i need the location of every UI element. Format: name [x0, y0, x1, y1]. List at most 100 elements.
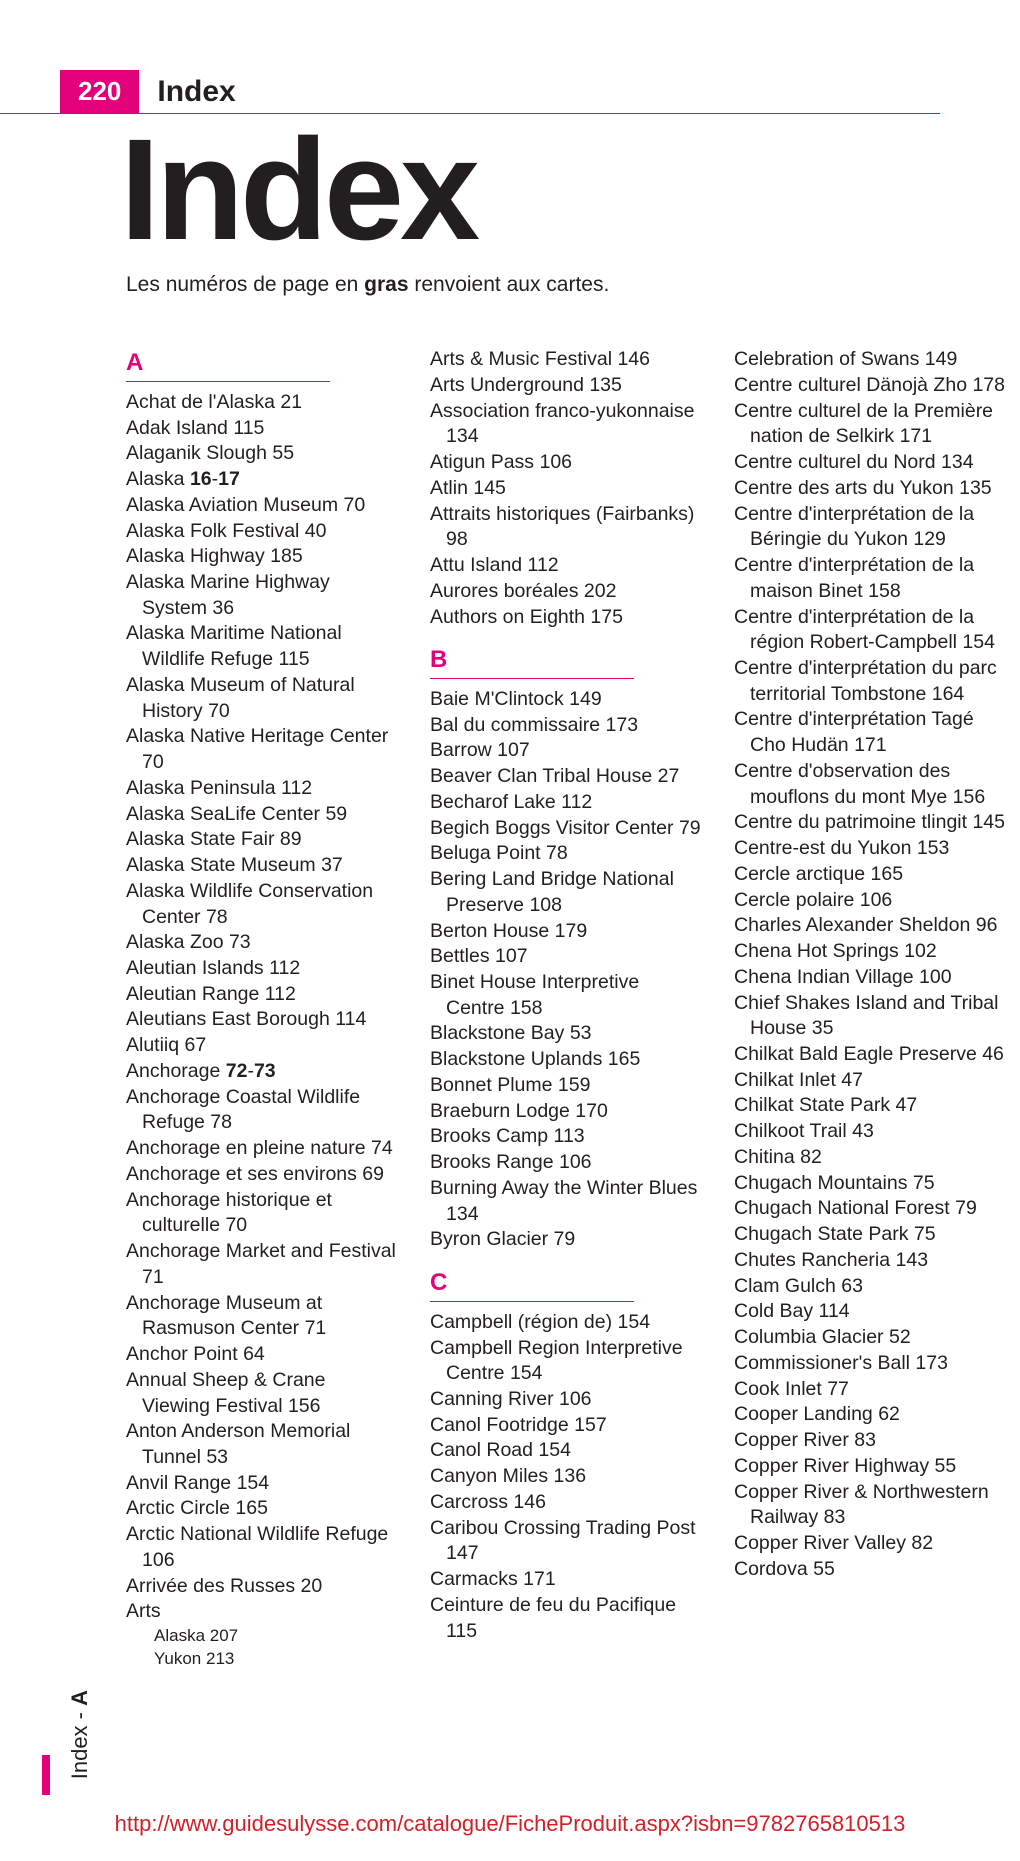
index-column-1: AAchat de l'Alaska 21Adak Island 115Alag… [126, 347, 398, 1670]
index-entry: Aleutians East Borough 114 [126, 1007, 398, 1033]
index-entry: Celebration of Swans 149 [734, 347, 1006, 373]
index-entry: Centre culturel de la Première nation de… [734, 399, 1006, 450]
index-entry: Arrivée des Russes 20 [126, 1574, 398, 1600]
index-entry: Centre du patrimoine tlingit 145 [734, 810, 1006, 836]
index-entry: Chilkoot Trail 43 [734, 1119, 1006, 1145]
index-entry: Berton House 179 [430, 919, 702, 945]
index-entry: Anton Anderson Memorial Tunnel 53 [126, 1419, 398, 1470]
index-entry: Arctic National Wildlife Refuge 106 [126, 1522, 398, 1573]
index-entry: Adak Island 115 [126, 416, 398, 442]
index-entry: Anvil Range 154 [126, 1471, 398, 1497]
index-column-3: Celebration of Swans 149 Centre culturel … [734, 347, 1006, 1670]
index-subentry: Alaska 207 [126, 1625, 398, 1647]
index-entry: Carcross 146 [430, 1490, 702, 1516]
index-entry: Baie M'Clintock 149 [430, 687, 702, 713]
index-entry: Carmacks 171 [430, 1567, 702, 1593]
index-letter: C [430, 1267, 634, 1302]
index-entry: Beaver Clan Tribal House 27 [430, 764, 702, 790]
main-title: Index [120, 114, 1020, 265]
index-entry: Campbell (région de) 154 [430, 1310, 702, 1336]
index-entry: Binet House Interpretive Centre 158 [430, 970, 702, 1021]
index-entry: Alaska Aviation Museum 70 [126, 493, 398, 519]
index-entry: Anchorage Coastal Wildlife Refuge 78 [126, 1085, 398, 1136]
index-entry: Beluga Point 78 [430, 841, 702, 867]
index-entry: Alaska State Fair 89 [126, 827, 398, 853]
index-entry: Anchorage en pleine nature 74 [126, 1136, 398, 1162]
index-entry: Arctic Circle 165 [126, 1496, 398, 1522]
index-entry: Alaska Marine Highway System 36 [126, 570, 398, 621]
subtitle: Les numéros de page en gras renvoient au… [126, 273, 1020, 297]
index-entry: Arts Underground 135 [430, 373, 702, 399]
index-entry: Canyon Miles 136 [430, 1464, 702, 1490]
index-entry: Association franco-yukonnaise 134 [430, 399, 702, 450]
index-entry: Annual Sheep & Crane Viewing Festival 15… [126, 1368, 398, 1419]
index-entry: Attu Island 112 [430, 553, 702, 579]
index-entry: Bering Land Bridge National Preserve 108 [430, 867, 702, 918]
index-entry: Achat de l'Alaska 21 [126, 390, 398, 416]
index-entry: Alaska Highway 185 [126, 544, 398, 570]
index-entry: Cordova 55 [734, 1557, 1006, 1583]
index-entry: Chutes Rancheria 143 [734, 1248, 1006, 1274]
index-letter: B [430, 644, 634, 679]
index-entry: Centre d'interprétation Tagé Cho Hudän 1… [734, 707, 1006, 758]
index-entry: Centre-est du Yukon 153 [734, 836, 1006, 862]
index-entry: Brooks Camp 113 [430, 1124, 702, 1150]
index-entry: Byron Glacier 79 [430, 1227, 702, 1253]
index-entry: Canol Footridge 157 [430, 1413, 702, 1439]
index-entry: Bettles 107 [430, 944, 702, 970]
subtitle-post: renvoient aux cartes. [409, 273, 610, 296]
index-entry: Cold Bay 114 [734, 1299, 1006, 1325]
header-title: Index [157, 75, 235, 109]
index-entry: Chugach National Forest 79 [734, 1196, 1006, 1222]
footer-url: http://www.guidesulysse.com/catalogue/Fi… [0, 1811, 1020, 1837]
index-entry: Chilkat Inlet 47 [734, 1068, 1006, 1094]
index-entry: Anchorage historique et culturelle 70 [126, 1188, 398, 1239]
index-entry: Begich Boggs Visitor Center 79 [430, 816, 702, 842]
index-entry: Copper River Valley 82 [734, 1531, 1006, 1557]
index-entry: Alaska Zoo 73 [126, 930, 398, 956]
index-entry: Blackstone Bay 53 [430, 1021, 702, 1047]
index-entry: Canol Road 154 [430, 1438, 702, 1464]
index-letter: A [126, 347, 330, 382]
index-entry: Anchor Point 64 [126, 1342, 398, 1368]
index-entry: Columbia Glacier 52 [734, 1325, 1006, 1351]
index-entry: Centre culturel du Nord 134 [734, 450, 1006, 476]
index-entry: Caribou Crossing Trading Post 147 [430, 1516, 702, 1567]
index-entry: Anchorage Museum at Rasmuson Center 71 [126, 1291, 398, 1342]
index-entry: Chilkat State Park 47 [734, 1093, 1006, 1119]
index-entry: Alaska Native Heritage Center 70 [126, 724, 398, 775]
side-tab: Index - A [54, 1690, 106, 1789]
index-entry: Anchorage Market and Festival 71 [126, 1239, 398, 1290]
index-entry: Centre d'interprétation du parc territor… [734, 656, 1006, 707]
subtitle-pre: Les numéros de page en [126, 273, 364, 296]
index-entry: Commissioner's Ball 173 [734, 1351, 1006, 1377]
index-entry: Ceinture de feu du Pacifique 115 [430, 1593, 702, 1644]
index-entry: Bal du commissaire 173 [430, 713, 702, 739]
index-entry: Chena Hot Springs 102 [734, 939, 1006, 965]
index-entry: Blackstone Uplands 165 [430, 1047, 702, 1073]
index-entry: Centre d'interprétation de la Béringie d… [734, 502, 1006, 553]
index-entry: Barrow 107 [430, 738, 702, 764]
index-entry: Authors on Eighth 175 [430, 605, 702, 631]
index-entry: Becharof Lake 112 [430, 790, 702, 816]
index-entry: Alaska 16-17 [126, 467, 398, 493]
index-entry: Cercle polaire 106 [734, 888, 1006, 914]
index-entry: Chief Shakes Island and Tribal House 35 [734, 991, 1006, 1042]
index-entry: Alaska SeaLife Center 59 [126, 802, 398, 828]
index-entry: Anchorage et ses environs 69 [126, 1162, 398, 1188]
index-column-2: Arts & Music Festival 146Arts Undergroun… [430, 347, 702, 1670]
index-entry: Brooks Range 106 [430, 1150, 702, 1176]
index-entry: Centre d'interprétation de la région Rob… [734, 605, 1006, 656]
index-entry: Arts [126, 1599, 398, 1625]
index-entry: Atlin 145 [430, 476, 702, 502]
index-entry: Copper River & Northwestern Railway 83 [734, 1480, 1006, 1531]
index-entry: Alaska Maritime National Wildlife Refuge… [126, 621, 398, 672]
index-entry: Campbell Region Interpretive Centre 154 [430, 1336, 702, 1387]
index-entry: Bonnet Plume 159 [430, 1073, 702, 1099]
index-entry: Aurores boréales 202 [430, 579, 702, 605]
side-label-bold: A [67, 1690, 92, 1706]
index-entry: Alaska Folk Festival 40 [126, 519, 398, 545]
index-entry: Aleutian Islands 112 [126, 956, 398, 982]
index-entry: Chugach State Park 75 [734, 1222, 1006, 1248]
index-entry: Centre d'observation des mouflons du mon… [734, 759, 1006, 810]
